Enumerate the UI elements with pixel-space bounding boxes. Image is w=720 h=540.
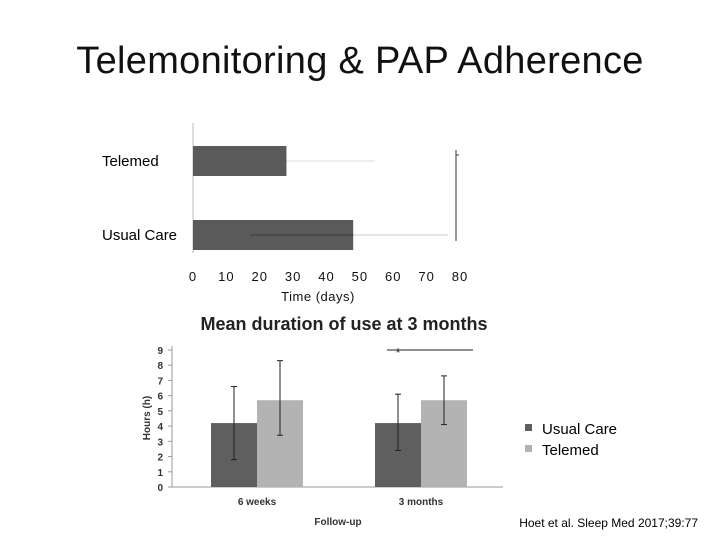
y-tick-label: 4 (157, 422, 163, 433)
y-tick-label: 5 (157, 407, 163, 418)
citation: Hoet et al. Sleep Med 2017;39:77 (519, 516, 698, 530)
x-tick-label: 0 (189, 269, 197, 284)
slide-title: Telemonitoring & PAP Adherence (76, 40, 644, 82)
legend-label: Telemed (542, 442, 599, 459)
legend-swatch (525, 424, 532, 431)
legend-swatch (525, 445, 532, 452)
x-tick-label: 80 (452, 269, 468, 284)
x-tick-label: 10 (218, 269, 234, 284)
x-tick-label: 50 (352, 269, 368, 284)
significance-marker: * (395, 345, 400, 360)
y-tick-label: 9 (157, 346, 163, 357)
chart-title: Mean duration of use at 3 months (200, 314, 487, 334)
x-tick-label: 70 (418, 269, 434, 284)
x-tick-label: 30 (285, 269, 301, 284)
y-tick-label: 2 (157, 453, 163, 464)
x-tick-label: 3 months (399, 497, 444, 508)
legend-label: Usual Care (542, 421, 617, 438)
x-tick-label: 20 (252, 269, 268, 284)
x-tick-label: 60 (385, 269, 401, 284)
y-tick-label: 3 (157, 437, 163, 448)
category-label: Telemed (102, 153, 159, 170)
x-tick-label: 6 weeks (238, 497, 277, 508)
y-axis-title: Hours (h) (142, 396, 153, 440)
y-tick-label: 7 (157, 376, 163, 387)
bar-telemed (193, 146, 287, 176)
y-tick-label: 8 (157, 361, 163, 372)
y-tick-label: 0 (157, 483, 163, 494)
x-axis-title: Time (days) (281, 289, 355, 304)
x-tick-label: 40 (318, 269, 334, 284)
y-tick-label: 6 (157, 392, 163, 403)
x-axis-title: Follow-up (314, 517, 361, 528)
category-label: Usual Care (102, 227, 177, 244)
y-tick-label: 1 (157, 468, 163, 479)
